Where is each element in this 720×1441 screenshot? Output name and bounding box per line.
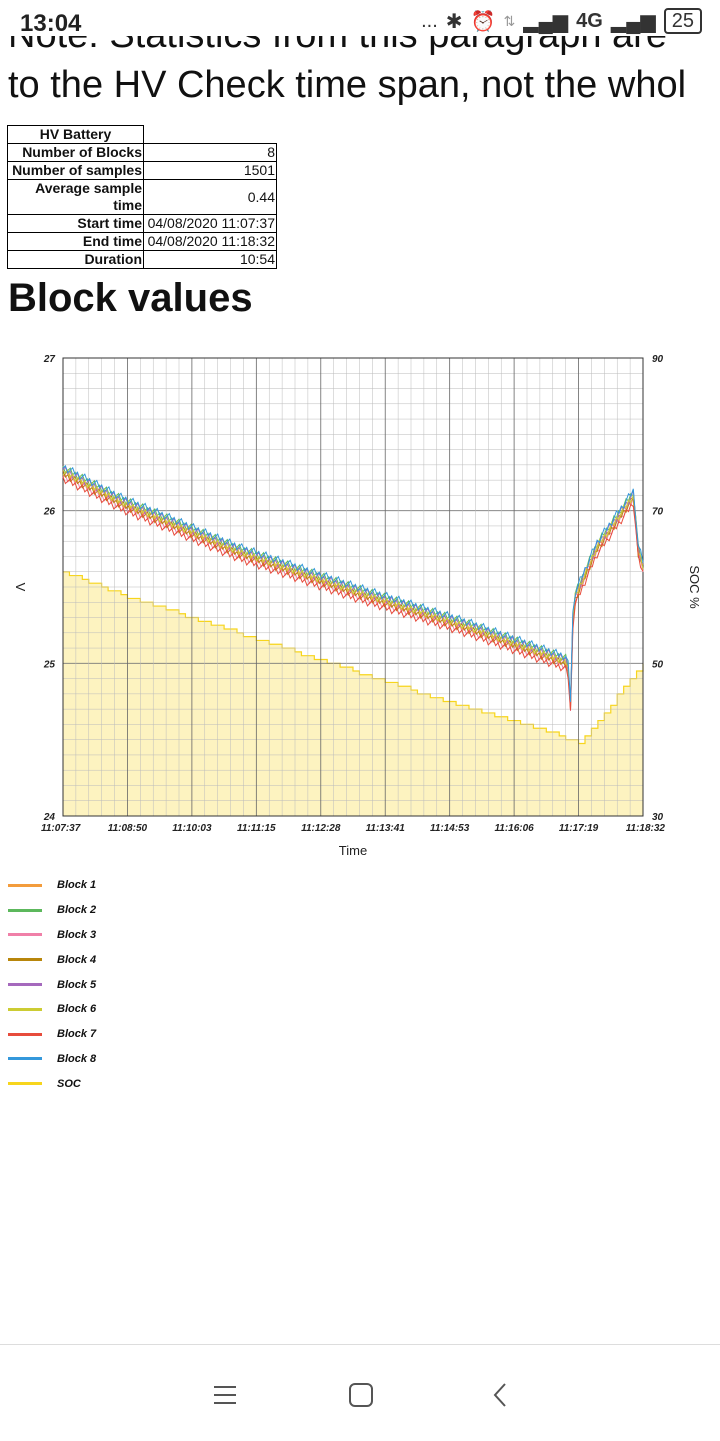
legend-label: Block 6 — [57, 1003, 97, 1016]
x-tick-label: 11:16:06 — [494, 823, 534, 834]
y-tick-label: 25 — [43, 659, 56, 670]
back-button[interactable] — [480, 1375, 520, 1415]
table-row: Number of Blocks 8 — [7, 143, 277, 162]
legend-label: Block 5 — [57, 978, 97, 991]
battery-icon: 25 — [663, 8, 702, 34]
legend-item: Block 7 — [8, 1022, 96, 1047]
legend-label: Block 4 — [57, 953, 97, 966]
y2-tick-label: 30 — [652, 812, 664, 823]
table-row-value: 1501 — [143, 161, 277, 180]
table-row: Duration 10:54 — [7, 250, 277, 269]
status-bar: 13:04 ... ✱ ⏰ ⇅ ▂▄▆ 4G ▂▄▆ 25 — [0, 0, 720, 48]
note-text-cut: Note: Statistics from this paragraph are — [8, 36, 667, 57]
alarm-icon: ⏰ — [470, 10, 496, 33]
table-row-label: Number of samples — [7, 161, 144, 180]
block-values-chart: 24 25 26 27 30 50 70 90 11:07:37 11:08:50 11:10:03… — [13, 354, 702, 858]
y-tick-label: 27 — [43, 354, 56, 365]
table-row-label: Start time — [7, 214, 144, 233]
legend-item: Block 1 — [8, 873, 96, 898]
home-icon — [349, 1383, 373, 1407]
home-button[interactable] — [341, 1375, 381, 1415]
series-line-block-4 — [62, 470, 644, 704]
legend-item: Block 3 — [8, 923, 96, 948]
table-row-value: 0.44 — [143, 179, 277, 215]
table-row: Start time 04/08/2020 11:07:37 — [7, 214, 277, 233]
legend-swatch — [8, 1032, 42, 1036]
menu-icon — [214, 1386, 236, 1404]
y-tick-label: 26 — [43, 507, 56, 518]
overflow-dots: ... — [421, 9, 438, 32]
signal-icon-2: ▂▄▆ — [610, 10, 656, 33]
back-icon — [493, 1383, 506, 1407]
note-text: to the HV Check time span, not the whol — [8, 64, 687, 106]
menu-button[interactable] — [205, 1375, 245, 1415]
table-row-value: 04/08/2020 11:18:32 — [143, 232, 277, 251]
x-tick-label: 11:08:50 — [108, 823, 148, 834]
table-row-value: 8 — [143, 143, 277, 162]
table-row-label: End time — [7, 232, 144, 251]
series-line-block-2 — [62, 465, 644, 700]
legend-swatch — [8, 908, 42, 912]
x-axis-label: Time — [339, 843, 367, 858]
chart-legend: Block 1 Block 2 Block 3 Block 4 Block 5 Block… — [8, 873, 96, 1096]
legend-label: Block 3 — [57, 928, 97, 941]
legend-swatch — [8, 958, 42, 962]
table-title: HV Battery — [7, 125, 144, 144]
series-line-block-7 — [62, 476, 644, 711]
hv-battery-table: HV Battery Number of Blocks 8 Number of sa… — [7, 125, 277, 269]
navigation-bar — [0, 1344, 720, 1441]
x-tick-label: 11:07:37 — [41, 823, 81, 834]
table-row-label: Number of Blocks — [7, 143, 144, 162]
legend-swatch — [8, 983, 42, 987]
legend-item: Block 4 — [8, 947, 96, 972]
y2-tick-label: 70 — [652, 507, 664, 518]
status-icons: ... ✱ ⏰ ⇅ ▂▄▆ 4G ▂▄▆ 25 — [421, 8, 702, 34]
status-time: 13:04 — [20, 10, 82, 37]
x-tick-label: 11:12:28 — [301, 823, 341, 834]
table-row-value: 10:54 — [143, 250, 277, 269]
legend-swatch — [8, 1007, 42, 1011]
x-tick-label: 11:18:32 — [626, 823, 666, 834]
series-line-block-8 — [62, 464, 644, 702]
y-axis-label: V — [13, 583, 28, 592]
table-row-label: Average sample time — [7, 179, 144, 215]
legend-label: Block 7 — [57, 1028, 97, 1041]
y2-tick-label: 50 — [652, 659, 664, 670]
y-tick-label: 24 — [43, 812, 56, 823]
network-type: 4G — [576, 9, 603, 32]
legend-item: SOC — [8, 1071, 96, 1096]
series-line-block-5 — [62, 466, 644, 704]
legend-label: SOC — [57, 1077, 81, 1090]
x-tick-label: 11:10:03 — [172, 823, 212, 834]
y2-axis-label: SOC % — [687, 565, 702, 609]
legend-swatch — [8, 1057, 42, 1061]
signal-icon: ▂▄▆ — [523, 10, 569, 33]
table-row-label: Duration — [7, 250, 144, 269]
legend-item: Block 5 — [8, 972, 96, 997]
y2-tick-label: 90 — [652, 354, 664, 365]
plot-border — [62, 357, 644, 817]
legend-swatch — [8, 1082, 42, 1086]
x-tick-label: 11:14:53 — [430, 823, 470, 834]
data-arrows-icon: ⇅ — [503, 12, 516, 29]
series-line-block-6 — [62, 469, 644, 709]
legend-label: Block 1 — [57, 879, 97, 892]
table-row: Average sample time 0.44 — [7, 179, 277, 215]
legend-swatch — [8, 883, 42, 887]
section-heading: Block values — [8, 276, 253, 320]
legend-label: Block 8 — [57, 1052, 97, 1065]
legend-swatch — [8, 933, 42, 937]
table-row-value: 04/08/2020 11:07:37 — [143, 214, 277, 233]
legend-item: Block 8 — [8, 1047, 96, 1072]
x-tick-label: 11:17:19 — [559, 823, 599, 834]
legend-item: Block 6 — [8, 997, 96, 1022]
legend-label: Block 2 — [57, 904, 97, 917]
table-row: Number of samples 1501 — [7, 161, 277, 180]
x-tick-label: 11:11:15 — [237, 823, 276, 834]
legend-item: Block 2 — [8, 898, 96, 923]
table-row: End time 04/08/2020 11:18:32 — [7, 232, 277, 251]
bluetooth-icon: ✱ — [445, 10, 463, 33]
x-tick-label: 11:13:41 — [366, 823, 406, 834]
